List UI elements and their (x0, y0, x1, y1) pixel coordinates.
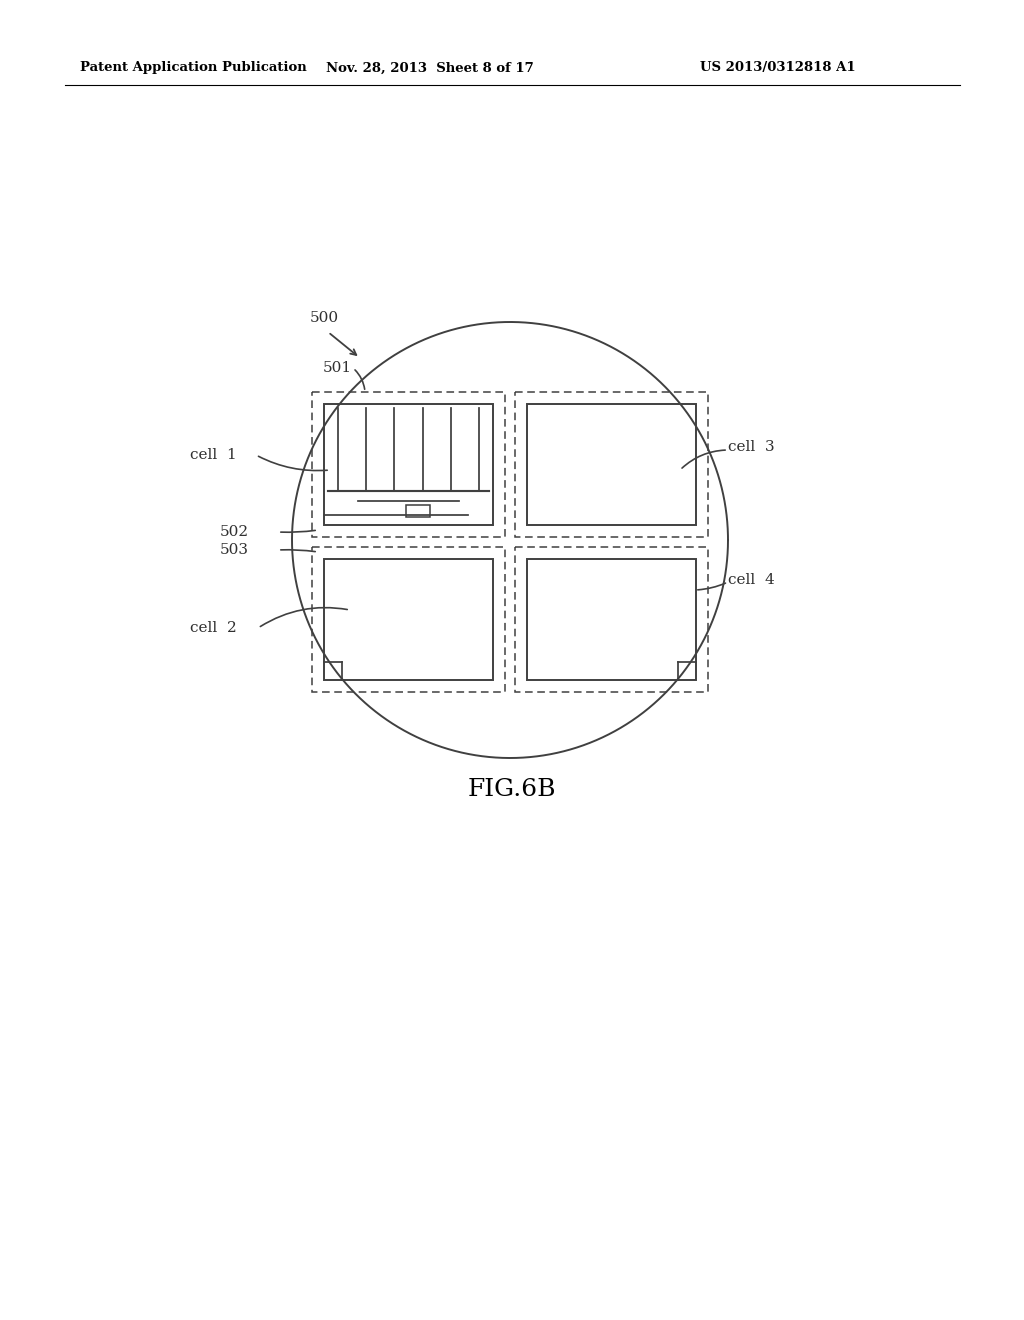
Bar (312, 546, 505, 692)
Bar (527, 404, 696, 525)
Bar (515, 546, 708, 692)
Bar (406, 506, 430, 517)
Text: 502: 502 (220, 525, 249, 539)
Text: 501: 501 (323, 360, 352, 375)
Text: Nov. 28, 2013  Sheet 8 of 17: Nov. 28, 2013 Sheet 8 of 17 (326, 62, 534, 74)
Text: cell  3: cell 3 (728, 440, 774, 454)
Bar (527, 558, 696, 680)
Bar (515, 392, 708, 537)
Text: Patent Application Publication: Patent Application Publication (80, 62, 307, 74)
Text: 500: 500 (310, 312, 339, 325)
Text: 503: 503 (220, 543, 249, 557)
Text: FIG.6B: FIG.6B (468, 779, 556, 801)
Text: cell  4: cell 4 (728, 573, 775, 587)
Text: cell  2: cell 2 (190, 620, 237, 635)
Text: US 2013/0312818 A1: US 2013/0312818 A1 (700, 62, 856, 74)
Bar (312, 392, 505, 537)
Text: cell  1: cell 1 (190, 447, 237, 462)
Bar (324, 558, 493, 680)
Bar (324, 404, 493, 525)
